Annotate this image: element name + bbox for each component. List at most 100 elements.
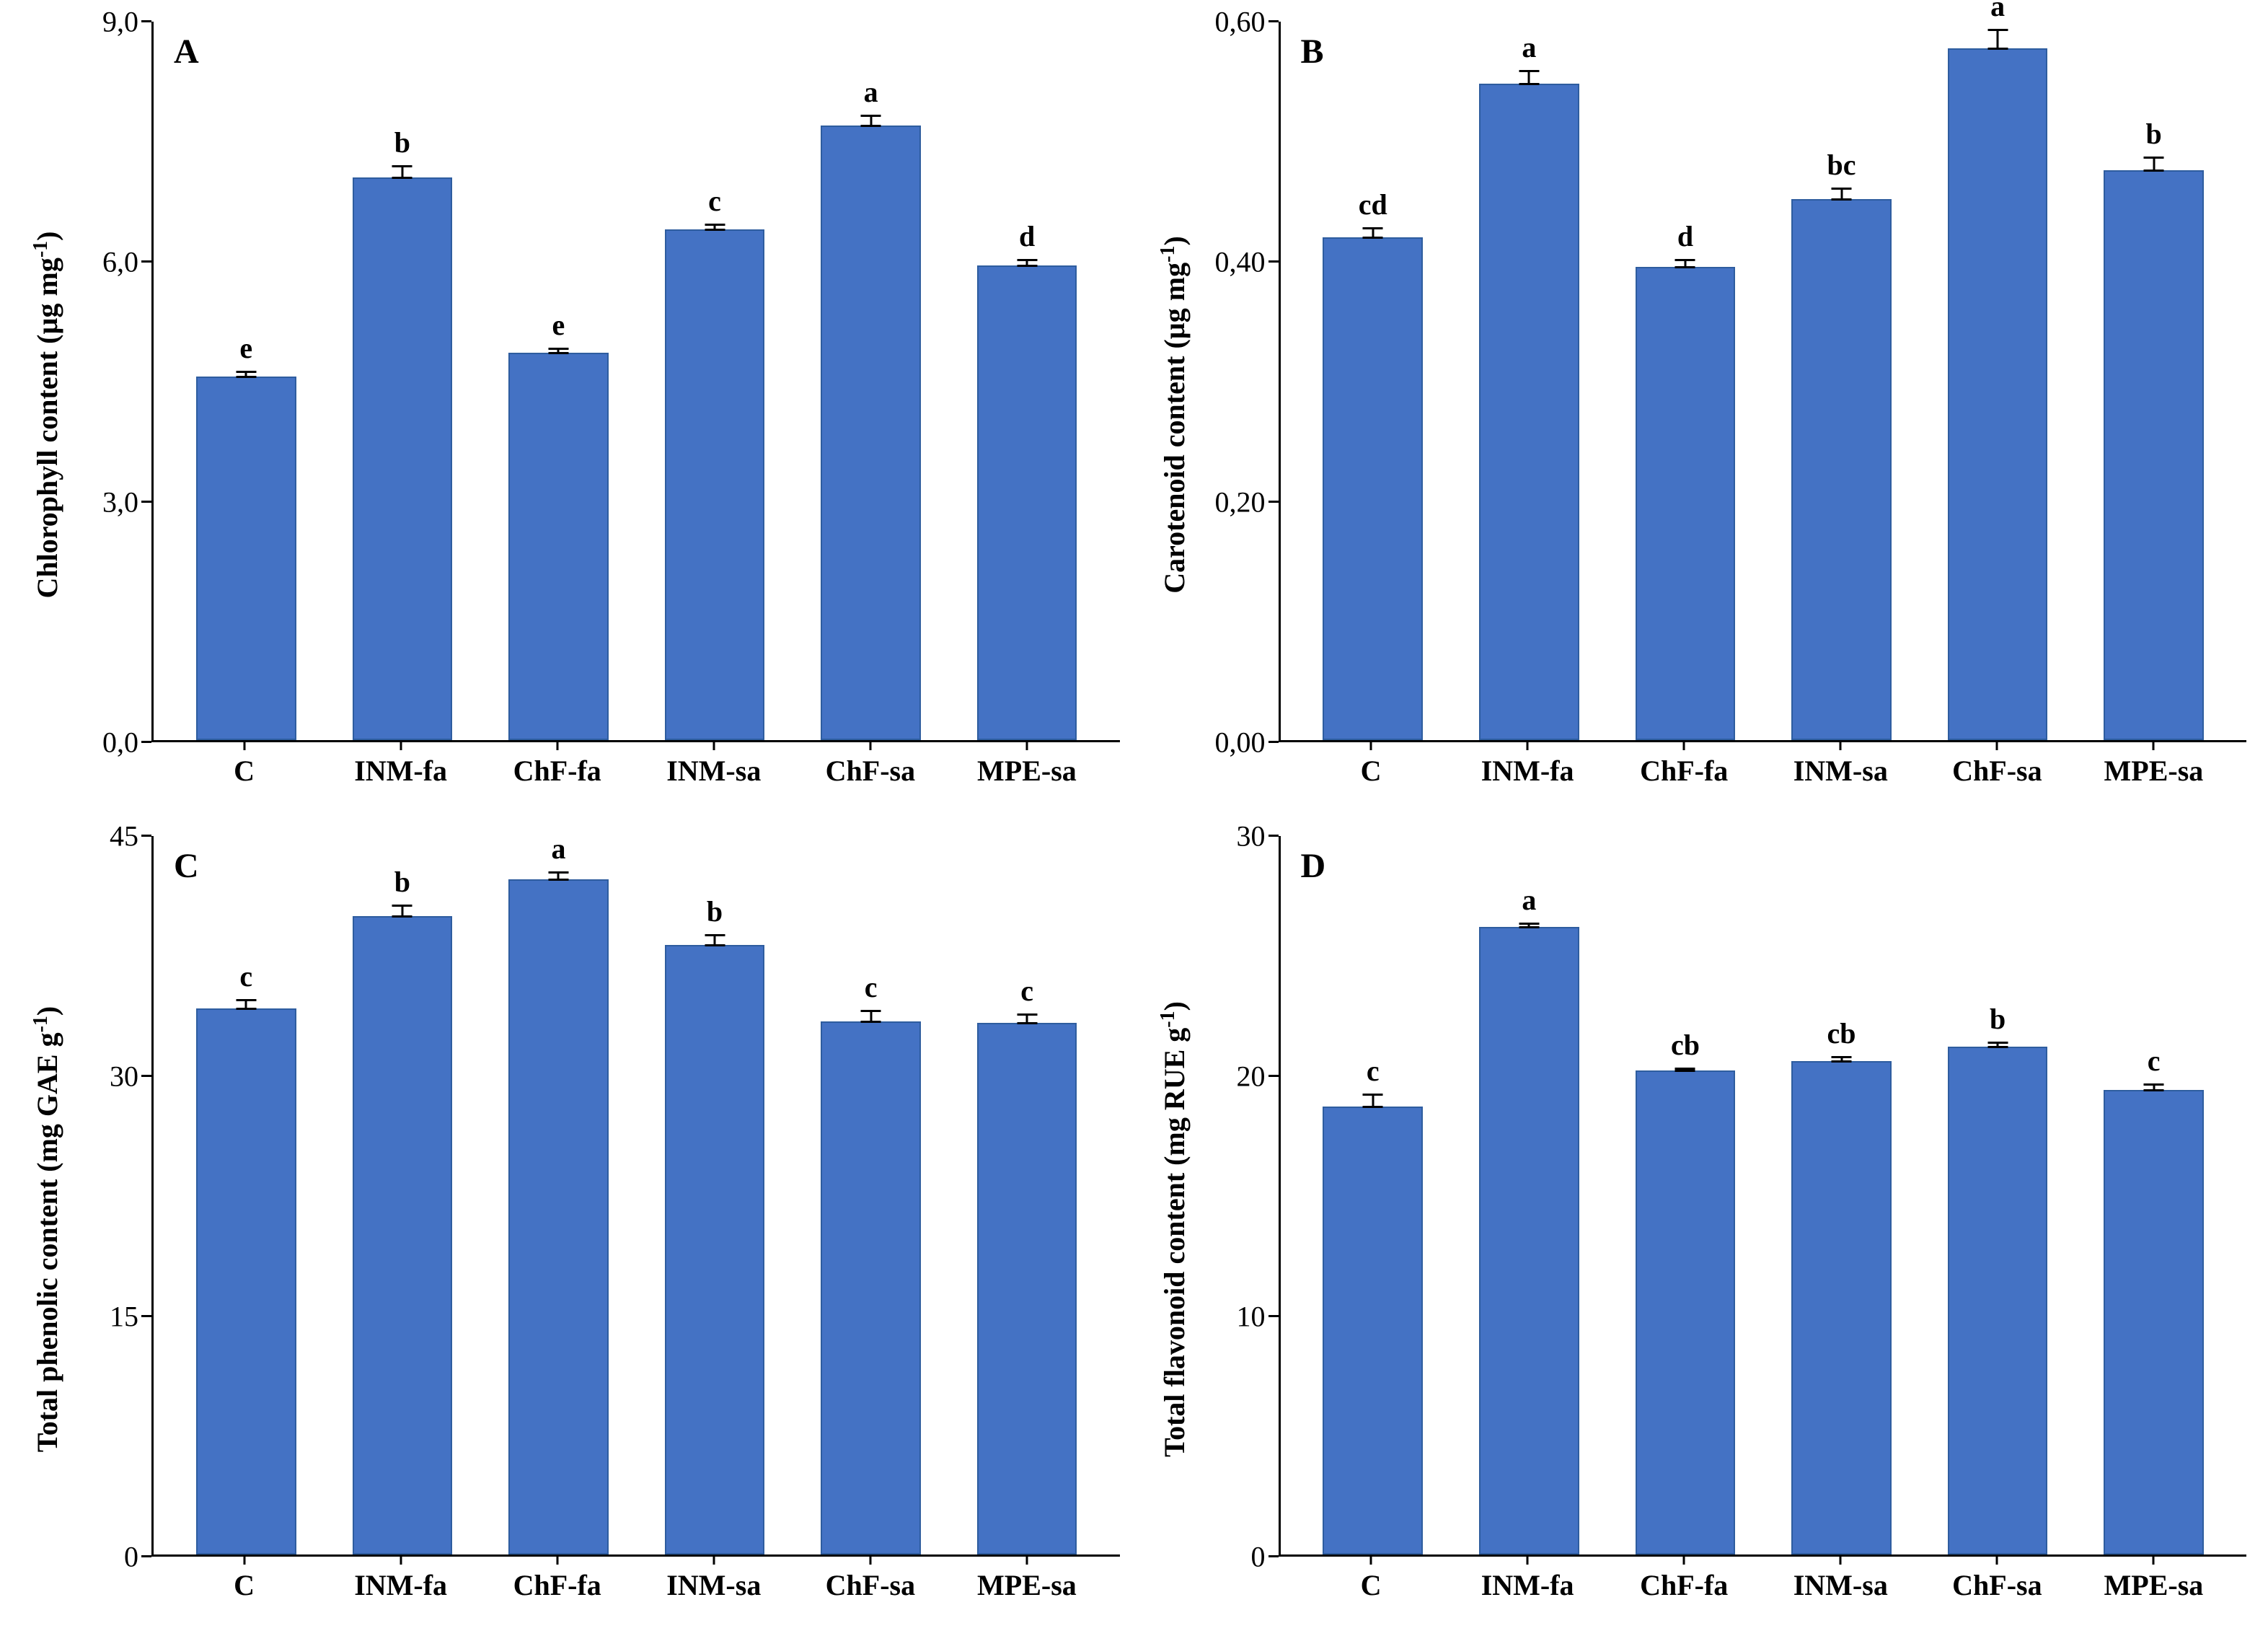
xlabel: C — [1361, 754, 1382, 807]
ytick-mark — [141, 741, 151, 743]
bar: a — [508, 879, 609, 1554]
plot-column: 0102030DcacbcbbcCINM-faChF-faINM-saChF-s… — [1199, 836, 2247, 1622]
significance-letter: a — [1522, 883, 1536, 917]
bar-slot: bc — [1763, 22, 1920, 740]
xtick-mark — [1840, 1554, 1842, 1565]
ytick-label: 0,00 — [1215, 726, 1266, 760]
xlabel: INM-fa — [1481, 754, 1574, 807]
bar: a — [821, 126, 921, 740]
bar-slot: cd — [1295, 22, 1452, 740]
ytick-label: 45 — [110, 819, 138, 853]
bar: c — [196, 1008, 296, 1554]
xlabels: CINM-faChF-faINM-saChF-saMPE-sa — [1279, 1557, 2247, 1622]
ytick-mark — [141, 20, 151, 22]
bar: e — [196, 377, 296, 740]
bar: c — [665, 229, 765, 740]
bar-slot: a — [480, 836, 637, 1554]
xlabel: ChF-sa — [1952, 1568, 2042, 1622]
ylabel-wrap: Chlorophyll content (µg mg-1) — [22, 22, 72, 807]
ylabel-wrap: Total flavonoid content (mg RUE g-1) — [1149, 836, 1199, 1622]
bar: b — [353, 177, 453, 740]
significance-letter: cb — [1827, 1016, 1856, 1050]
bar-slot: e — [480, 22, 637, 740]
xtick-mark — [712, 1554, 715, 1565]
bar-slot: a — [1920, 22, 2076, 740]
xlabel-slot: MPE-sa — [948, 742, 1105, 807]
bar-slot: c — [637, 22, 793, 740]
x-spacer — [72, 1557, 151, 1622]
error-bar — [1840, 188, 1843, 200]
significance-letter: b — [394, 126, 410, 159]
xlabel: INM-sa — [1793, 754, 1888, 807]
bar-slot: c — [1295, 836, 1452, 1554]
bar-slot: d — [1607, 22, 1764, 740]
error-bar — [245, 371, 247, 378]
xlabel-slot: ChF-sa — [792, 742, 948, 807]
bar: c — [821, 1021, 921, 1554]
ytick-label: 0,60 — [1215, 5, 1266, 39]
xlabel-slot: INM-sa — [635, 742, 792, 807]
xlabel: INM-sa — [666, 1568, 761, 1622]
ytick-mark — [141, 501, 151, 503]
ylabel: Chlorophyll content (µg mg-1) — [30, 231, 64, 598]
xtick-mark — [1996, 740, 1998, 750]
error-bar — [870, 115, 872, 127]
bar: bc — [1791, 199, 1892, 740]
significance-letter: c — [2148, 1044, 2161, 1078]
error-bar — [714, 934, 716, 946]
yticks: 0,03,06,09,0 — [72, 22, 151, 742]
xlabel: INM-sa — [1793, 1568, 1888, 1622]
xlabel-slot: INM-fa — [1450, 1557, 1606, 1622]
xlabel-slot: C — [1293, 742, 1450, 807]
bar: cb — [1791, 1061, 1892, 1554]
xtick-mark — [1683, 1554, 1685, 1565]
ytick-label: 0,40 — [1215, 245, 1266, 279]
significance-letter: b — [2146, 117, 2162, 151]
xaxis: CINM-faChF-faINM-saChF-saMPE-sa — [72, 742, 1120, 807]
xlabel-slot: MPE-sa — [2075, 742, 2232, 807]
xlabel: C — [234, 1568, 255, 1622]
panel-A: Chlorophyll content (µg mg-1)0,03,06,09,… — [22, 22, 1120, 807]
xlabel-slot: ChF-fa — [1606, 1557, 1762, 1622]
significance-letter: e — [239, 331, 252, 365]
ytick-mark — [1268, 501, 1279, 503]
xlabel-slot: MPE-sa — [2075, 1557, 2232, 1622]
error-bar — [2153, 157, 2155, 172]
ytick-label: 6,0 — [102, 245, 138, 279]
ytick-mark — [1268, 741, 1279, 743]
error-bar — [1684, 259, 1686, 268]
ytick-mark — [1268, 1315, 1279, 1317]
xtick-mark — [1527, 740, 1529, 750]
xlabel: ChF-fa — [513, 1568, 601, 1622]
ytick-label: 10 — [1237, 1300, 1266, 1334]
bar-slot: a — [793, 22, 949, 740]
xtick-mark — [243, 740, 245, 750]
xtick-mark — [1025, 1554, 1028, 1565]
error-bar — [557, 871, 560, 880]
ytick-mark — [1268, 20, 1279, 22]
xlabel: INM-sa — [666, 754, 761, 807]
significance-letter: bc — [1827, 148, 1856, 182]
xlabel-slot: ChF-fa — [1606, 742, 1762, 807]
xlabel-slot: INM-sa — [1762, 1557, 1919, 1622]
xlabel: ChF-sa — [826, 754, 915, 807]
bar-slot: c — [168, 836, 325, 1554]
bar-slot: b — [325, 22, 481, 740]
xtick-mark — [1840, 740, 1842, 750]
ytick-mark — [1268, 1075, 1279, 1077]
plot-area: Bcdadbcab — [1279, 22, 2247, 742]
ytick-mark — [1268, 835, 1279, 837]
bar: c — [2104, 1090, 2204, 1554]
xtick-mark — [400, 740, 402, 750]
ytick-label: 30 — [110, 1060, 138, 1094]
bar: b — [353, 916, 453, 1554]
significance-letter: b — [394, 865, 410, 899]
plot-column: 0153045CcbabccCINM-faChF-faINM-saChF-saM… — [72, 836, 1120, 1622]
xlabel-slot: ChF-sa — [792, 1557, 948, 1622]
yticks: 0,000,200,400,60 — [1199, 22, 1279, 742]
bar-slot: a — [1451, 22, 1607, 740]
bar-slot: b — [637, 836, 793, 1554]
xlabel: ChF-fa — [1640, 754, 1728, 807]
xaxis: CINM-faChF-faINM-saChF-saMPE-sa — [72, 1557, 1120, 1622]
xlabel-slot: ChF-fa — [479, 1557, 635, 1622]
